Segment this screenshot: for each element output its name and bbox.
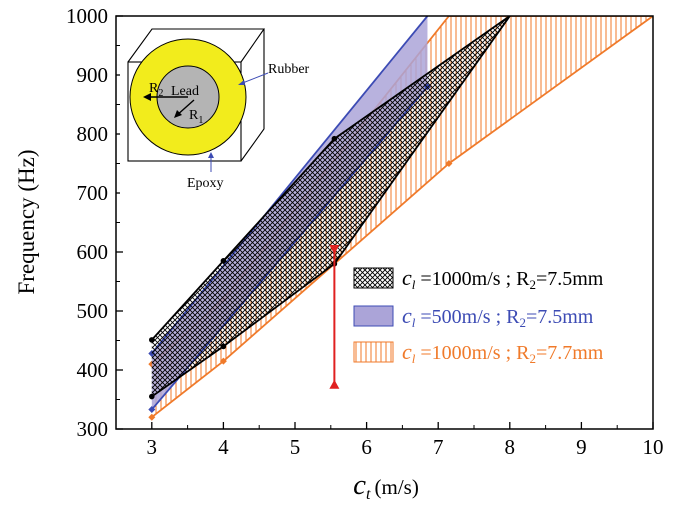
x-tick-label-0: 3: [147, 435, 158, 459]
rubber-label: Rubber: [268, 62, 310, 77]
x-tick-label-2: 5: [290, 435, 301, 459]
y-axis-ticks: 300 400 500 600 700 800 900 1000: [66, 4, 123, 441]
legend-label-2: cl =1000m/s ; R2=7.7mm: [402, 339, 604, 366]
x-tick-label-1: 4: [218, 435, 229, 459]
r1-label: R1: [189, 108, 203, 126]
legend: cl =1000m/s ; R2=7.5mm cl =500m/s ; R2=7…: [353, 265, 604, 366]
x-tick-label-4: 7: [433, 435, 444, 459]
legend-label-1: cl =500m/s ; R2=7.5mm: [402, 303, 594, 330]
series-0-point-0-lower: [149, 393, 155, 400]
series-0-point-1-lower: [220, 343, 227, 350]
y-tick-label-0: 300: [77, 417, 109, 441]
series-0-point-2-upper: [331, 135, 338, 142]
series-band-0: [151, 16, 510, 397]
y-tick-label-4: 700: [77, 181, 109, 205]
series-2-point-0-lower: [148, 413, 156, 421]
series-2-point-1-lower: [219, 357, 227, 365]
lead-label: Lead: [171, 84, 199, 99]
x-tick-label-7: 10: [643, 435, 664, 459]
y-tick-label-5: 800: [77, 122, 109, 146]
x-tick-label-6: 9: [576, 435, 587, 459]
y-tick-label-1: 400: [77, 358, 109, 382]
r2-arrowhead: [143, 93, 151, 101]
legend-swatch-2: [353, 341, 394, 363]
x-axis-label: ct (m/s): [353, 469, 419, 503]
rubber-arrow: [239, 72, 269, 85]
legend-swatch-1: [353, 305, 394, 327]
series-upper-line-0: [151, 16, 511, 341]
x-axis-subscript: t: [366, 486, 371, 503]
y-tick-label-6: 900: [77, 63, 109, 87]
cube-right-face: [240, 29, 265, 162]
series-0-point-0-upper: [149, 337, 155, 343]
y-tick-label-3: 600: [77, 240, 109, 264]
inset-illustration: Lead R2 R1 Rubber Epoxy: [120, 20, 310, 200]
series-1-point-0-lower: [148, 406, 156, 414]
rubber-arrowhead: [238, 80, 245, 85]
cube-top-face: [127, 28, 266, 63]
r1-arrowhead: [174, 110, 182, 118]
legend-swatch-0: [353, 267, 394, 289]
marker-layer: [329, 245, 340, 389]
x-axis-ticks: 3 4 5 6 7 8 9 10: [115, 422, 664, 459]
series-0-point-1-upper: [220, 258, 227, 264]
y-tick-label-7: 1000: [66, 4, 108, 28]
series-layer: [148, 16, 653, 421]
series-2-point-2-lower: [445, 160, 453, 167]
marker-top-triangle: [329, 245, 340, 255]
y-tick-label-2: 500: [77, 299, 109, 323]
marker-bottom-triangle: [329, 379, 340, 389]
x-axis-unit: (m/s): [375, 475, 419, 499]
epoxy-label: Epoxy: [187, 176, 224, 191]
legend-label-0: cl =1000m/s ; R2=7.5mm: [402, 265, 604, 292]
x-tick-label-3: 6: [361, 435, 372, 459]
r2-label: R2: [149, 81, 163, 99]
x-axis-symbol: c: [353, 469, 366, 501]
series-lower-line-0: [151, 16, 511, 398]
x-tick-label-5: 8: [505, 435, 516, 459]
y-axis-label: Frequency (Hz): [14, 150, 39, 295]
epoxy-arrowhead: [208, 152, 214, 158]
